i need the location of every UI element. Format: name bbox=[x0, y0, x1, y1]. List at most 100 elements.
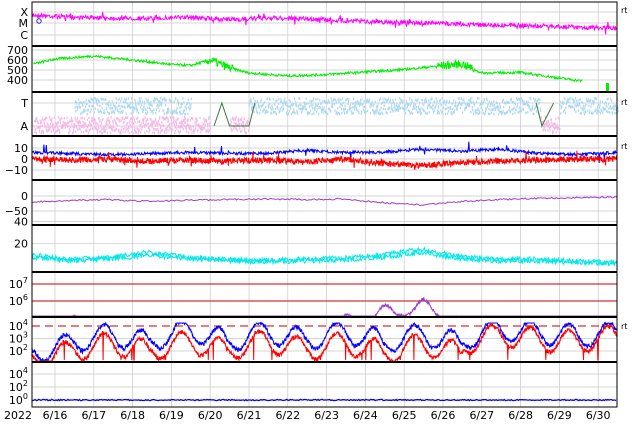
sector-away-point bbox=[234, 122, 237, 125]
sector-toward-point bbox=[332, 102, 334, 106]
sector-toward-point bbox=[400, 98, 402, 102]
sector-toward-point bbox=[422, 98, 424, 102]
sector-toward-point bbox=[421, 98, 423, 102]
sector-toward-point bbox=[564, 111, 566, 115]
sector-toward-point bbox=[517, 98, 520, 101]
sector-toward-point bbox=[341, 104, 343, 107]
sector-away-point bbox=[168, 124, 170, 127]
sector-away-point bbox=[103, 129, 105, 132]
sector-toward-point bbox=[325, 111, 327, 114]
sector-away-point bbox=[244, 131, 246, 135]
sector-away-point bbox=[106, 127, 108, 130]
x-tick-label: 6/23 bbox=[314, 409, 339, 422]
sector-away-point bbox=[97, 123, 99, 126]
sector-toward-point bbox=[176, 111, 178, 115]
sector-toward-point bbox=[317, 102, 319, 106]
panel-frame bbox=[31, 179, 618, 226]
sector-toward-point bbox=[84, 105, 87, 108]
sector-away-point bbox=[139, 125, 141, 128]
sector-toward-point bbox=[582, 106, 584, 110]
sector-toward-point bbox=[264, 110, 267, 114]
sector-toward-point bbox=[438, 112, 440, 115]
sector-away-point bbox=[185, 124, 187, 128]
sector-toward-point bbox=[79, 106, 81, 109]
sector-toward-point bbox=[354, 108, 356, 111]
sector-away-point bbox=[235, 116, 237, 119]
sector-toward-point bbox=[144, 107, 146, 111]
sector-toward-point bbox=[190, 102, 192, 106]
sector-toward-point bbox=[179, 106, 181, 110]
sector-away-point bbox=[118, 129, 120, 132]
sector-toward-point bbox=[347, 109, 349, 112]
sector-toward-point bbox=[516, 98, 518, 101]
sector-toward-point bbox=[391, 104, 393, 108]
sector-away-point bbox=[79, 128, 81, 131]
sector-toward-point bbox=[150, 100, 152, 104]
sector-away-point bbox=[162, 124, 164, 128]
sector-toward-point bbox=[313, 112, 315, 115]
sector-toward-point bbox=[502, 98, 504, 102]
sector-away-point bbox=[162, 124, 164, 127]
sector-away-point bbox=[55, 131, 57, 134]
sector-toward-point bbox=[265, 109, 267, 112]
sector-toward-point bbox=[574, 103, 576, 107]
sector-toward-point bbox=[525, 111, 527, 115]
sector-toward-point bbox=[260, 98, 262, 101]
sector-toward-point bbox=[349, 106, 351, 109]
sector-toward-point bbox=[137, 101, 139, 104]
sector-away-point bbox=[103, 126, 105, 130]
sector-toward-point bbox=[315, 103, 317, 106]
sector-toward-point bbox=[471, 106, 473, 109]
sector-toward-point bbox=[334, 109, 336, 112]
sector-toward-point bbox=[351, 110, 353, 113]
sector-away-point bbox=[181, 126, 183, 129]
sector-toward-point bbox=[563, 97, 565, 100]
sector-toward-point bbox=[361, 110, 363, 113]
sector-away-point bbox=[202, 125, 204, 129]
sector-toward-point bbox=[501, 113, 503, 116]
sector-toward-point bbox=[462, 111, 464, 114]
sector-away-point bbox=[86, 118, 88, 122]
sector-toward-point bbox=[321, 106, 323, 109]
sector-toward-point bbox=[292, 103, 294, 106]
sector-toward-point bbox=[597, 108, 599, 112]
sector-toward-point bbox=[393, 103, 395, 106]
sector-toward-point bbox=[99, 104, 101, 107]
sector-toward-point bbox=[605, 103, 607, 106]
sector-toward-point bbox=[257, 102, 259, 105]
sector-toward-point bbox=[599, 100, 601, 104]
sector-toward-point bbox=[268, 97, 270, 100]
sector-toward-point bbox=[277, 102, 279, 106]
sector-toward-point bbox=[357, 100, 359, 104]
sector-away-point bbox=[55, 129, 57, 133]
sector-toward-point bbox=[317, 97, 319, 101]
sector-toward-point bbox=[152, 99, 154, 102]
sector-away-point bbox=[33, 125, 35, 128]
sector-toward-point bbox=[498, 103, 501, 106]
sector-away-point bbox=[245, 123, 247, 126]
sector-toward-point bbox=[120, 99, 122, 103]
sector-toward-point bbox=[392, 100, 395, 104]
sector-away-point bbox=[51, 117, 53, 120]
sector-toward-point bbox=[447, 106, 449, 109]
sector-away-point bbox=[173, 123, 175, 126]
sector-toward-point bbox=[376, 109, 378, 113]
sector-toward-point bbox=[103, 109, 105, 112]
sector-toward-point bbox=[451, 113, 453, 116]
sector-away-point bbox=[145, 123, 147, 127]
sector-toward-point bbox=[539, 98, 541, 101]
sector-away-point bbox=[91, 119, 93, 123]
sector-toward-point bbox=[612, 107, 614, 111]
sector-toward-point bbox=[601, 109, 603, 112]
sector-toward-point bbox=[256, 109, 258, 113]
sector-toward-point bbox=[564, 97, 566, 101]
sector-toward-point bbox=[375, 112, 377, 115]
sector-toward-point bbox=[569, 105, 572, 109]
sector-toward-point bbox=[431, 97, 433, 100]
sector-toward-point bbox=[482, 102, 484, 105]
sector-toward-point bbox=[281, 106, 283, 109]
sector-away-point bbox=[95, 126, 97, 129]
sector-away-point bbox=[102, 125, 105, 129]
sector-toward-point bbox=[160, 104, 163, 107]
sector-away-point bbox=[65, 123, 68, 127]
